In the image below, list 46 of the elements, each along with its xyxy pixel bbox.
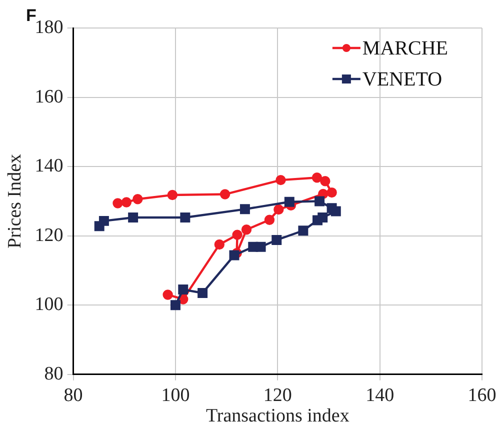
x-tick-label: 120: [263, 384, 292, 406]
point: [276, 174, 286, 186]
point: [318, 212, 328, 222]
point: [256, 242, 266, 252]
y-tick-label: 160: [34, 86, 64, 108]
point: [298, 226, 308, 236]
point: [326, 203, 337, 214]
point: [229, 250, 240, 260]
point: [240, 204, 250, 214]
point: [264, 214, 275, 226]
point: [320, 176, 330, 186]
point: [180, 212, 190, 222]
y-tick-label: 80: [44, 363, 64, 384]
point: [274, 204, 284, 215]
x-tick-label: 140: [366, 384, 394, 406]
point: [241, 224, 252, 235]
point: [162, 290, 173, 300]
y-tick-label: 140: [34, 156, 64, 177]
x-tick-label: 80: [64, 384, 83, 406]
point: [232, 230, 242, 240]
point: [170, 300, 180, 310]
point: [284, 196, 294, 207]
chart-title: F: [26, 6, 36, 26]
point: [121, 197, 132, 208]
point: [167, 190, 178, 200]
x-axis-title: Transactions index: [206, 406, 350, 427]
point: [128, 212, 138, 222]
legend-label: VENETO: [362, 68, 442, 90]
y-tick-label: 100: [34, 294, 64, 316]
y-axis-title: Prices Index: [4, 153, 26, 248]
point: [112, 198, 123, 208]
y-tick-label: 180: [34, 16, 64, 38]
point: [198, 288, 208, 298]
y-tick-label: 120: [34, 224, 64, 246]
point: [220, 189, 230, 200]
point: [178, 284, 188, 295]
point: [326, 187, 337, 198]
legend-label: MARCHE: [362, 37, 448, 60]
point: [314, 196, 325, 206]
point: [214, 239, 225, 250]
point: [312, 172, 322, 183]
point: [132, 194, 143, 204]
point: [94, 221, 104, 232]
x-tick-label: 100: [161, 384, 190, 406]
point: [272, 235, 282, 245]
x-tick-label: 160: [468, 384, 496, 406]
